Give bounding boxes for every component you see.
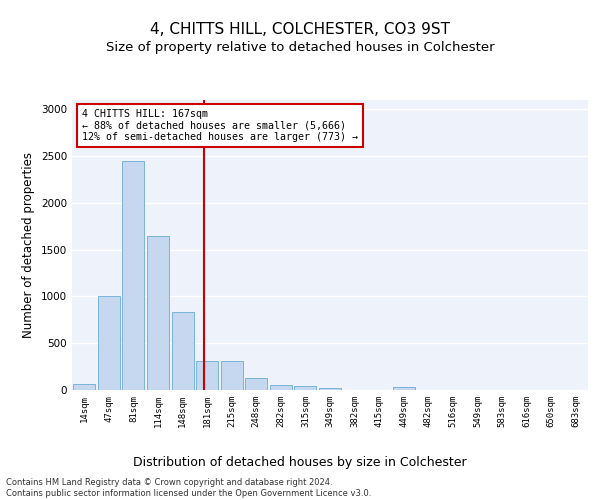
- Bar: [73, 384, 95, 390]
- Bar: [319, 388, 341, 390]
- Text: 4, CHITTS HILL, COLCHESTER, CO3 9ST: 4, CHITTS HILL, COLCHESTER, CO3 9ST: [150, 22, 450, 38]
- Bar: [245, 378, 268, 390]
- Bar: [221, 362, 243, 390]
- Y-axis label: Number of detached properties: Number of detached properties: [22, 152, 35, 338]
- Bar: [392, 387, 415, 390]
- Bar: [295, 386, 316, 390]
- Bar: [270, 385, 292, 390]
- Text: 4 CHITTS HILL: 167sqm
← 88% of detached houses are smaller (5,666)
12% of semi-d: 4 CHITTS HILL: 167sqm ← 88% of detached …: [82, 108, 358, 142]
- Bar: [98, 296, 120, 390]
- Bar: [147, 236, 169, 390]
- Bar: [172, 312, 194, 390]
- Text: Contains HM Land Registry data © Crown copyright and database right 2024.
Contai: Contains HM Land Registry data © Crown c…: [6, 478, 371, 498]
- Bar: [122, 161, 145, 390]
- Bar: [196, 362, 218, 390]
- Text: Size of property relative to detached houses in Colchester: Size of property relative to detached ho…: [106, 41, 494, 54]
- Text: Distribution of detached houses by size in Colchester: Distribution of detached houses by size …: [133, 456, 467, 469]
